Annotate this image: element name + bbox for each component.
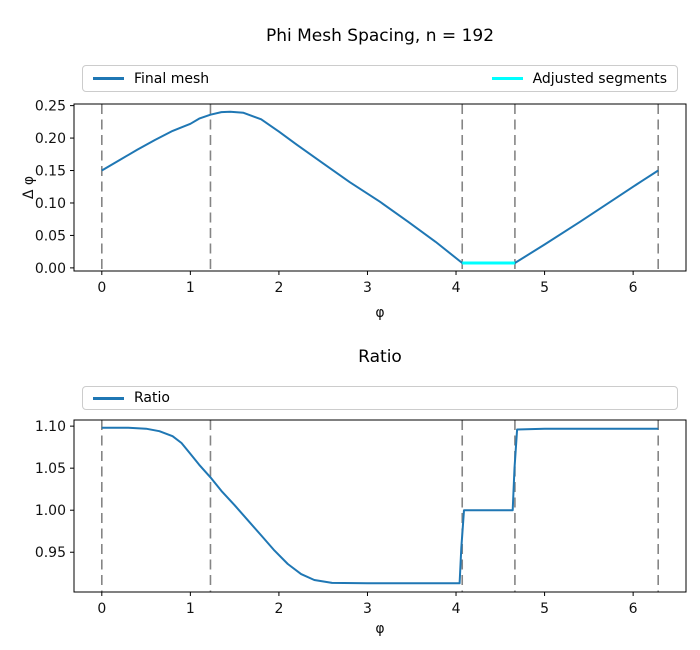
svg-text:0.25: 0.25 bbox=[35, 99, 66, 115]
svg-text:0.20: 0.20 bbox=[35, 131, 66, 147]
legend-label-adjusted-segments: Adjusted segments bbox=[532, 70, 667, 87]
svg-text:φ: φ bbox=[375, 621, 384, 637]
legend-entry-final-mesh: Final mesh bbox=[93, 71, 209, 87]
svg-text:1: 1 bbox=[186, 280, 195, 296]
legend-label-final-mesh: Final mesh bbox=[134, 70, 210, 87]
svg-text:5: 5 bbox=[540, 601, 549, 617]
svg-text:1.00: 1.00 bbox=[35, 503, 66, 519]
svg-text:0.15: 0.15 bbox=[35, 164, 66, 180]
svg-text:0.10: 0.10 bbox=[35, 196, 66, 212]
phi-mesh-chart-title: Phi Mesh Spacing, n = 192 bbox=[265, 26, 495, 46]
svg-text:0.00: 0.00 bbox=[35, 261, 66, 277]
svg-text:0.05: 0.05 bbox=[35, 228, 66, 244]
ratio-line-icon bbox=[93, 396, 124, 400]
svg-text:φ: φ bbox=[375, 305, 384, 321]
svg-text:Δ φ: Δ φ bbox=[21, 176, 37, 199]
svg-text:2: 2 bbox=[274, 601, 283, 617]
svg-text:0.95: 0.95 bbox=[35, 545, 66, 561]
svg-text:2: 2 bbox=[274, 280, 283, 296]
svg-text:0: 0 bbox=[97, 601, 106, 617]
svg-text:4: 4 bbox=[452, 280, 461, 296]
svg-text:3: 3 bbox=[363, 280, 372, 296]
svg-text:1: 1 bbox=[186, 601, 195, 617]
svg-text:5: 5 bbox=[540, 280, 549, 296]
ratio-legend: Ratio bbox=[82, 386, 678, 410]
ratio-chart-title: Ratio bbox=[358, 347, 402, 367]
svg-text:6: 6 bbox=[629, 280, 638, 296]
svg-text:0: 0 bbox=[97, 280, 106, 296]
legend-entry-ratio: Ratio bbox=[93, 390, 170, 406]
legend-entry-adjusted-segments: Adjusted segments bbox=[491, 70, 667, 87]
phi-mesh-legend: Final mesh Adjusted segments bbox=[82, 65, 678, 92]
svg-text:3: 3 bbox=[363, 601, 372, 617]
legend-label-ratio: Ratio bbox=[134, 390, 170, 406]
svg-text:4: 4 bbox=[452, 601, 461, 617]
adjusted-segments-line-icon bbox=[491, 77, 523, 80]
svg-text:1.05: 1.05 bbox=[35, 461, 66, 477]
svg-text:1.10: 1.10 bbox=[35, 419, 66, 435]
final-mesh-line-icon bbox=[93, 77, 124, 80]
svg-text:6: 6 bbox=[629, 601, 638, 617]
